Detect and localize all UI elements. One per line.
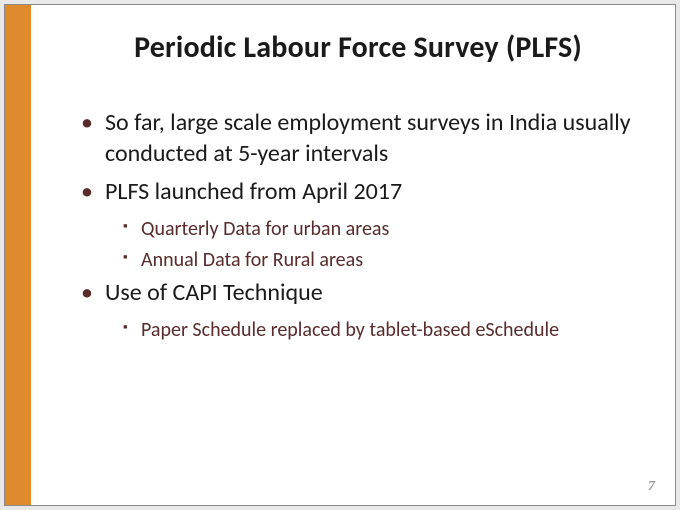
sub-bullet-item: Paper Schedule replaced by tablet-based … xyxy=(81,317,635,344)
bullet-item: So far, large scale employment surveys i… xyxy=(81,108,635,169)
bullet-list: So far, large scale employment surveys i… xyxy=(81,108,635,344)
slide: Periodic Labour Force Survey (PLFS) So f… xyxy=(4,4,676,506)
bullet-item: PLFS launched from April 2017 xyxy=(81,177,635,208)
slide-title: Periodic Labour Force Survey (PLFS) xyxy=(81,29,635,66)
sub-bullet-item: Quarterly Data for urban areas xyxy=(81,216,635,243)
bullet-item: Use of CAPI Technique xyxy=(81,278,635,309)
page-number: 7 xyxy=(648,479,655,495)
slide-content: Periodic Labour Force Survey (PLFS) So f… xyxy=(31,5,675,505)
sub-bullet-item: Annual Data for Rural areas xyxy=(81,247,635,274)
accent-bar xyxy=(5,5,31,505)
